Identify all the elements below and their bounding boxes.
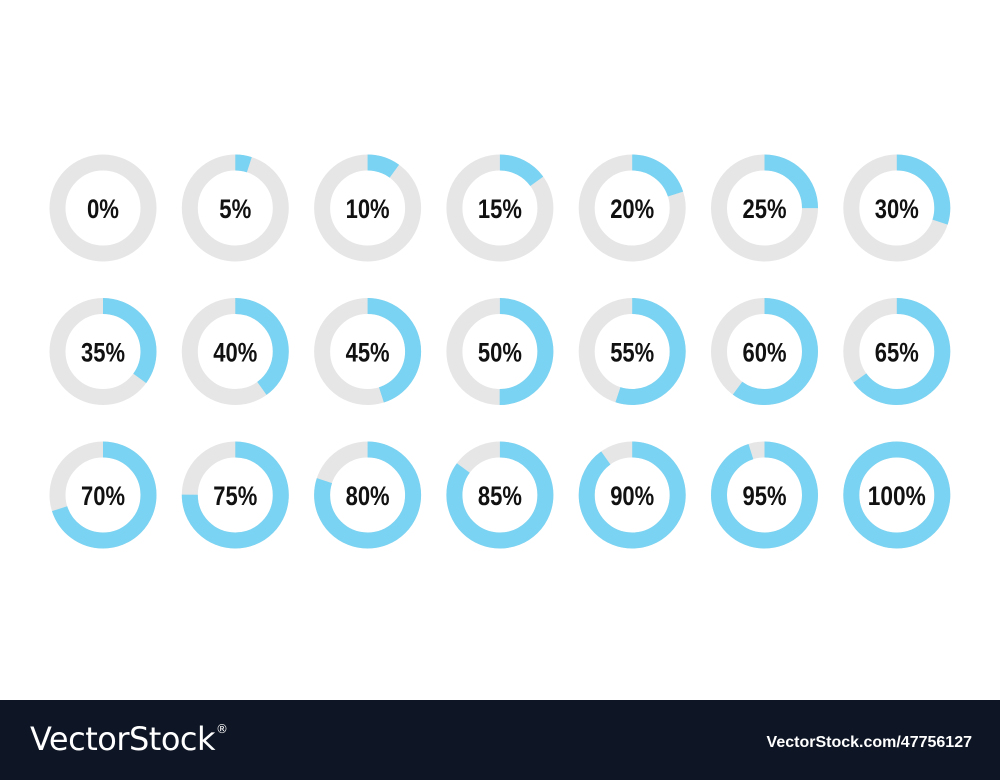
ring-progress-arc: [446, 154, 554, 262]
ring-progress-arc: [711, 441, 818, 549]
brand-name: VectorStock: [30, 720, 216, 758]
progress-ring-10: 10%: [314, 154, 422, 262]
progress-ring-60: 60%: [711, 298, 818, 405]
ring-progress-arc: [843, 298, 951, 405]
ring-label: 80%: [346, 481, 390, 511]
registered-mark: ®: [216, 722, 228, 736]
progress-ring-75: 75%: [181, 441, 289, 549]
progress-ring-95: 95%: [711, 441, 818, 549]
progress-ring-15: 15%: [446, 154, 554, 262]
ring-progress-arc: [711, 154, 818, 262]
footer-bar: VectorStock® VectorStock.com/47756127: [0, 700, 1000, 780]
progress-ring-50: 50%: [446, 298, 554, 405]
image-id-text: VectorStock.com/47756127: [766, 734, 972, 751]
ring-progress-arc: [446, 298, 554, 405]
ring-progress-arc: [49, 441, 157, 549]
progress-rings-grid: 0% 5% 10% 15% 20% 25% 30% 35% 40% 45% 50% 55% 60% 65%…: [49, 154, 951, 549]
progress-ring-55: 55%: [578, 298, 686, 405]
ring-label: 65%: [875, 338, 919, 368]
ring-progress-arc: [578, 441, 686, 549]
progress-ring-65: 65%: [843, 298, 951, 405]
progress-ring-30: 30%: [843, 154, 951, 262]
progress-ring-80: 80%: [314, 441, 422, 549]
ring-progress-arc: [314, 298, 422, 405]
ring-progress-arc: [711, 298, 818, 405]
progress-ring-5: 5%: [181, 154, 289, 262]
brand-logo: VectorStock®: [30, 720, 228, 758]
progress-ring-90: 90%: [578, 441, 686, 549]
ring-label: 40%: [213, 338, 257, 368]
progress-ring-85: 85%: [446, 441, 554, 549]
ring-progress-arc: [314, 154, 422, 262]
ring-progress-arc: [181, 298, 289, 405]
ring-progress-arc: [314, 441, 422, 549]
ring-label: 85%: [478, 481, 522, 511]
ring-label: 90%: [610, 481, 654, 511]
ring-label: 15%: [478, 194, 522, 224]
progress-ring-100: 100%: [843, 441, 951, 549]
ring-label: 95%: [743, 481, 787, 511]
ring-progress-arc: [49, 298, 157, 405]
ring-label: 50%: [478, 338, 522, 368]
progress-ring-0: 0%: [49, 154, 157, 262]
ring-progress-arc: [578, 154, 686, 262]
ring-label: 0%: [87, 194, 119, 224]
progress-ring-25: 25%: [711, 154, 818, 262]
progress-ring-70: 70%: [49, 441, 157, 549]
progress-ring-40: 40%: [181, 298, 289, 405]
ring-label: 55%: [610, 338, 654, 368]
ring-label: 75%: [213, 481, 257, 511]
ring-label: 25%: [743, 194, 787, 224]
ring-label: 45%: [346, 338, 390, 368]
ring-label: 100%: [868, 481, 926, 511]
ring-progress-arc: [578, 298, 686, 405]
ring-label: 5%: [219, 194, 251, 224]
ring-label: 70%: [81, 481, 125, 511]
ring-label: 10%: [346, 194, 390, 224]
ring-track: [49, 154, 157, 262]
ring-label: 30%: [875, 194, 919, 224]
ring-label: 20%: [610, 194, 654, 224]
ring-progress-arc: [181, 441, 289, 549]
progress-ring-45: 45%: [314, 298, 422, 405]
progress-ring-20: 20%: [578, 154, 686, 262]
ring-progress-arc: [843, 154, 951, 262]
ring-label: 60%: [743, 338, 787, 368]
ring-progress-arc: [843, 441, 951, 549]
ring-progress-arc: [446, 441, 554, 549]
ring-progress-arc: [181, 154, 289, 262]
ring-label: 35%: [81, 338, 125, 368]
progress-ring-35: 35%: [49, 298, 157, 405]
rings-canvas: 0% 5% 10% 15% 20% 25% 30% 35% 40% 45% 50% 55% 60% 65%…: [49, 154, 951, 549]
